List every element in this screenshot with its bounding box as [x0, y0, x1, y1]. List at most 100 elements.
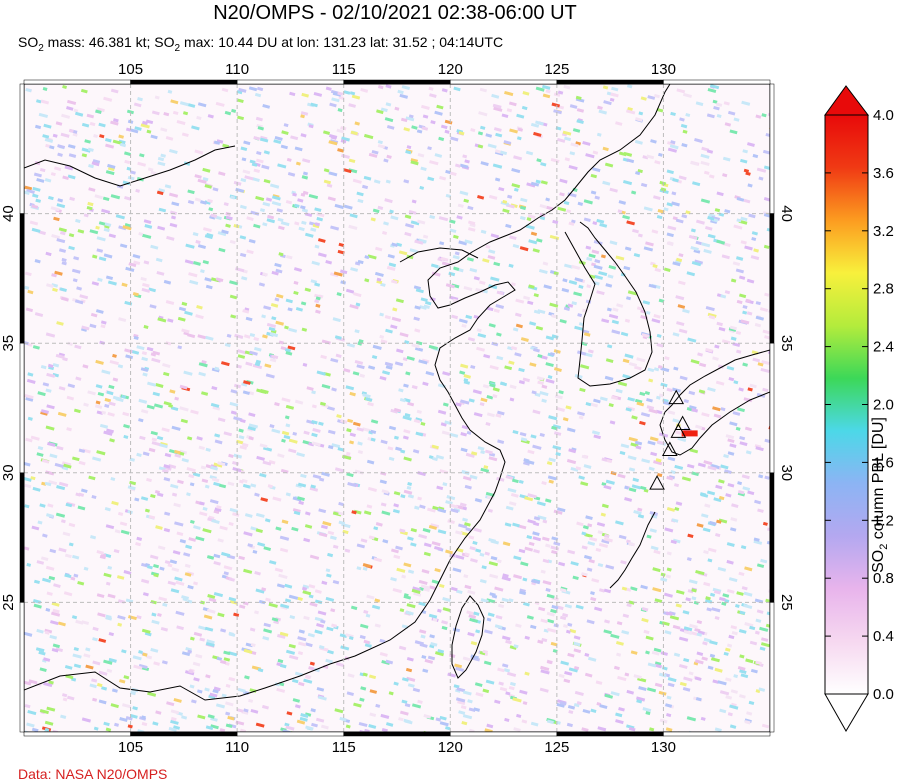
so2-pixel	[383, 221, 389, 226]
so2-pixel	[634, 440, 643, 446]
so2-pixel	[202, 176, 209, 182]
so2-pixel	[709, 653, 716, 658]
so2-pixel	[666, 232, 674, 238]
so2-pixel	[736, 299, 743, 305]
so2-pixel	[42, 134, 50, 139]
so2-pixel	[434, 568, 441, 573]
so2-pixel	[175, 610, 185, 616]
so2-pixel	[184, 563, 191, 568]
so2-pixel	[386, 154, 392, 159]
so2-pixel	[704, 503, 711, 508]
so2-pixel	[302, 584, 310, 589]
so2-pixel	[391, 316, 402, 323]
so2-pixel	[420, 634, 426, 639]
so2-pixel	[411, 199, 417, 204]
so2-pixel	[546, 205, 554, 211]
so2-pixel	[437, 409, 447, 415]
so2-pixel	[571, 264, 581, 270]
so2-pixel	[659, 180, 667, 186]
so2-pixel	[144, 631, 152, 637]
so2-pixel	[564, 603, 573, 609]
so2-pixel	[318, 645, 325, 650]
so2-pixel	[568, 165, 578, 171]
so2-pixel	[57, 152, 63, 157]
so2-pixel	[637, 233, 643, 238]
so2-pixel	[327, 196, 336, 202]
so2-pixel	[136, 452, 142, 457]
so2-pixel	[609, 240, 618, 246]
so2-pixel	[214, 366, 220, 371]
so2-pixel	[727, 451, 735, 456]
so2-pixel	[150, 170, 157, 176]
so2-pixel	[625, 109, 636, 115]
so2-pixel	[332, 579, 340, 585]
so2-pixel	[156, 492, 164, 497]
so2-pixel	[240, 146, 248, 152]
so2-pixel	[697, 630, 705, 635]
so2-pixel	[515, 323, 523, 329]
so2-pixel	[80, 88, 88, 94]
so2-pixel	[454, 251, 460, 256]
so2-pixel	[530, 122, 540, 128]
so2-pixel	[179, 101, 190, 107]
so2-pixel	[212, 689, 219, 694]
so2-pixel	[404, 703, 411, 708]
so2-pixel	[567, 303, 574, 308]
so2-pixel	[335, 353, 342, 358]
so2-pixel	[318, 532, 328, 538]
so2-pixel	[667, 225, 677, 231]
so2-pixel	[254, 610, 259, 615]
so2-pixel	[624, 353, 634, 359]
so2-pixel	[472, 389, 482, 395]
so2-pixel	[138, 663, 148, 669]
so2-pixel	[513, 727, 521, 732]
so2-pixel	[277, 658, 284, 664]
so2-pixel	[529, 321, 537, 326]
so2-pixel	[205, 725, 214, 731]
so2-pixel	[438, 216, 449, 222]
so2-pixel	[406, 145, 412, 150]
so2-pixel	[385, 102, 392, 107]
so2-pixel	[466, 610, 476, 616]
so2-pixel	[666, 551, 672, 556]
so2-pixel	[540, 180, 548, 185]
so2-pixel	[546, 719, 554, 725]
so2-pixel	[459, 370, 466, 375]
so2-pixel	[463, 380, 471, 385]
so2-pixel	[460, 363, 469, 369]
so2-pixel	[569, 104, 578, 109]
so2-pixel	[470, 558, 478, 563]
so2-pixel	[568, 667, 578, 673]
so2-pixel	[99, 423, 109, 429]
so2-pixel	[727, 438, 735, 444]
so2-pixel	[628, 541, 636, 547]
so2-pixel	[310, 484, 316, 489]
so2-pixel	[250, 483, 257, 488]
so2-pixel	[590, 596, 597, 602]
so2-pixel	[105, 616, 113, 621]
so2-pixel	[450, 136, 459, 142]
so2-pixel	[188, 669, 194, 674]
so2-pixel	[79, 294, 89, 300]
so2-pixel	[531, 390, 537, 395]
so2-pixel	[552, 424, 562, 430]
so2-pixel	[590, 708, 597, 713]
so2-pixel	[539, 204, 549, 210]
so2-pixel	[422, 381, 429, 387]
so2-pixel	[58, 481, 69, 487]
so2-pixel	[736, 218, 742, 223]
so2-pixel	[414, 505, 420, 510]
so2-pixel	[39, 503, 46, 508]
so2-pixel	[379, 652, 388, 657]
so2-pixel	[67, 144, 76, 149]
so2-pixel	[501, 113, 509, 118]
so2-pixel	[92, 456, 102, 462]
so2-pixel	[155, 525, 163, 530]
so2-pixel	[62, 531, 71, 537]
so2-pixel	[362, 566, 368, 571]
so2-pixel	[214, 439, 223, 445]
so2-pixel	[27, 709, 37, 716]
so2-pixel	[298, 500, 305, 505]
so2-pixel	[598, 270, 608, 277]
so2-pixel	[353, 509, 362, 515]
